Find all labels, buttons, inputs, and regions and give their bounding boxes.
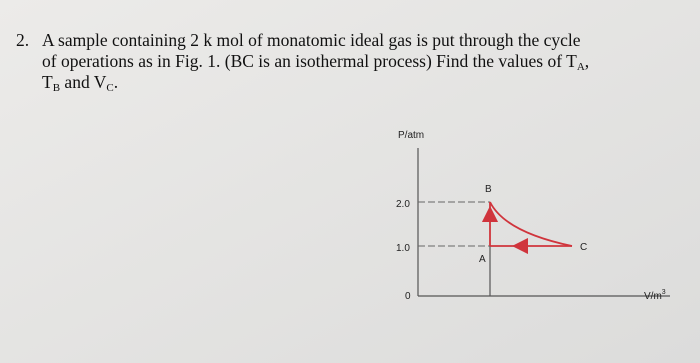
- text: and V: [60, 72, 107, 92]
- subscript: B: [53, 82, 60, 94]
- problem-number: 2.: [16, 30, 29, 50]
- subscript: C: [106, 82, 113, 94]
- text: V/m: [644, 291, 662, 302]
- text: of operations as in Fig. 1. (BC is an is…: [42, 51, 577, 71]
- subscript: A: [577, 61, 585, 73]
- y-tick-label: 0: [405, 291, 411, 302]
- text: .: [114, 72, 118, 92]
- y-tick-label: 2.0: [396, 199, 410, 210]
- point-label: B: [485, 184, 492, 195]
- text: ,: [585, 51, 589, 71]
- problem-line: A sample containing 2 k mol of monatomic…: [42, 30, 581, 50]
- superscript: 3: [662, 289, 666, 296]
- y-tick-label: 1.0: [396, 243, 410, 254]
- text: A sample containing 2 k mol of monatomic…: [42, 30, 581, 50]
- point-label: C: [580, 242, 587, 253]
- problem-line: of operations as in Fig. 1. (BC is an is…: [42, 51, 589, 73]
- y-axis-label: P/atm: [398, 130, 424, 141]
- x-axis-label: V/m3: [644, 289, 666, 302]
- point-label: A: [479, 254, 486, 265]
- process-bc: [489, 201, 573, 247]
- figure: P/atm V/m3 2.0 1.0 0 A B C: [396, 130, 670, 302]
- problem-line: TB and VC.: [42, 72, 118, 94]
- text: T: [42, 72, 53, 92]
